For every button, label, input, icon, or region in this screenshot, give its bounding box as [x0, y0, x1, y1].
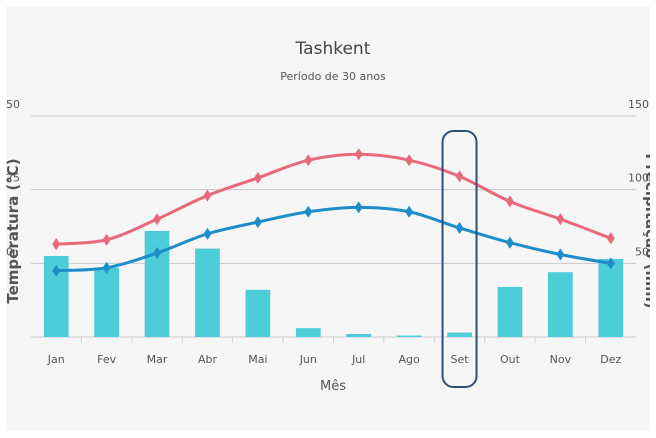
bar-set	[447, 332, 472, 337]
bar-jun	[295, 328, 321, 337]
x-tick-label: Mai	[248, 353, 267, 366]
line-series	[52, 148, 615, 277]
bar-ago	[396, 335, 422, 337]
point-max-nov	[556, 213, 565, 226]
bar-fev	[94, 267, 119, 337]
x-tick-label: Jul	[351, 353, 365, 366]
point-min-out	[505, 236, 514, 249]
point-min-mai	[253, 216, 262, 229]
point-max-fev	[102, 233, 111, 246]
chart-card: Tashkent Período de 30 anos Jan Fev Mar Abr…	[6, 6, 650, 430]
point-max-mai	[253, 171, 262, 184]
bar-nov	[548, 272, 573, 337]
x-tick-label: Mar	[147, 353, 168, 366]
point-min-abr	[203, 227, 212, 240]
y-axis-ticks: 0 25 50 50 100 150	[6, 98, 649, 258]
y-tick-label-right: 150	[628, 98, 649, 111]
point-max-dez	[606, 232, 615, 245]
bar-abr	[195, 248, 220, 337]
point-min-dez	[606, 257, 615, 270]
point-max-jul	[354, 148, 363, 161]
x-tick-label: Dez	[600, 353, 621, 366]
bar-mai	[245, 289, 271, 337]
point-max-jan	[52, 238, 61, 251]
point-min-fev	[102, 261, 111, 274]
point-max-set	[455, 170, 464, 183]
x-tick-label: Ago	[399, 353, 421, 366]
chart-svg: Tashkent Período de 30 anos Jan Fev Mar Abr…	[6, 39, 650, 394]
y-tick-label-left: 50	[6, 98, 20, 111]
y-axis-title-right: Precipitação (mm)	[642, 153, 650, 308]
point-min-mar	[153, 247, 162, 260]
chart-title: Tashkent	[295, 39, 371, 59]
x-tick-label: Set	[451, 353, 470, 366]
bar-out	[497, 286, 523, 337]
bar-dez	[598, 258, 624, 337]
y-tick-label-right: 100	[628, 172, 649, 185]
point-min-jun	[304, 205, 313, 218]
point-max-jun	[304, 154, 313, 167]
y-tick-label-left: 0	[6, 245, 13, 258]
x-axis-ticks: Jan Fev Mar Abr Mai Jun Jul Ago Set Out Nov Dez	[47, 353, 622, 366]
grid-lines	[31, 115, 636, 343]
point-min-jul	[354, 201, 363, 214]
point-max-out	[505, 195, 514, 208]
x-tick-label: Out	[500, 353, 521, 366]
line-min	[56, 205, 612, 273]
highlight-box-set	[441, 130, 478, 388]
y-axis-title-left: Temperatura (°C)	[6, 158, 22, 303]
point-min-set	[455, 221, 464, 234]
x-axis-title: Mês	[320, 379, 346, 394]
point-min-nov	[556, 248, 565, 261]
point-min-jan	[52, 264, 61, 277]
line-max	[56, 152, 612, 246]
x-tick-label: Jun	[299, 353, 317, 366]
x-tick-label: Abr	[198, 353, 218, 366]
x-tick-label: Fev	[97, 353, 116, 366]
y-tick-label-left: 25	[6, 172, 20, 185]
bar-jul	[346, 334, 372, 337]
point-min-ago	[405, 205, 414, 218]
point-max-abr	[203, 189, 212, 202]
point-max-ago	[405, 154, 414, 167]
x-tick-label: Jan	[47, 353, 65, 366]
chart-subtitle: Período de 30 anos	[280, 70, 386, 83]
point-max-mar	[153, 213, 162, 226]
bar-mar	[144, 230, 170, 337]
x-tick-label: Nov	[550, 353, 572, 366]
bar-series	[43, 230, 624, 337]
y-tick-label-right: 50	[635, 245, 649, 258]
